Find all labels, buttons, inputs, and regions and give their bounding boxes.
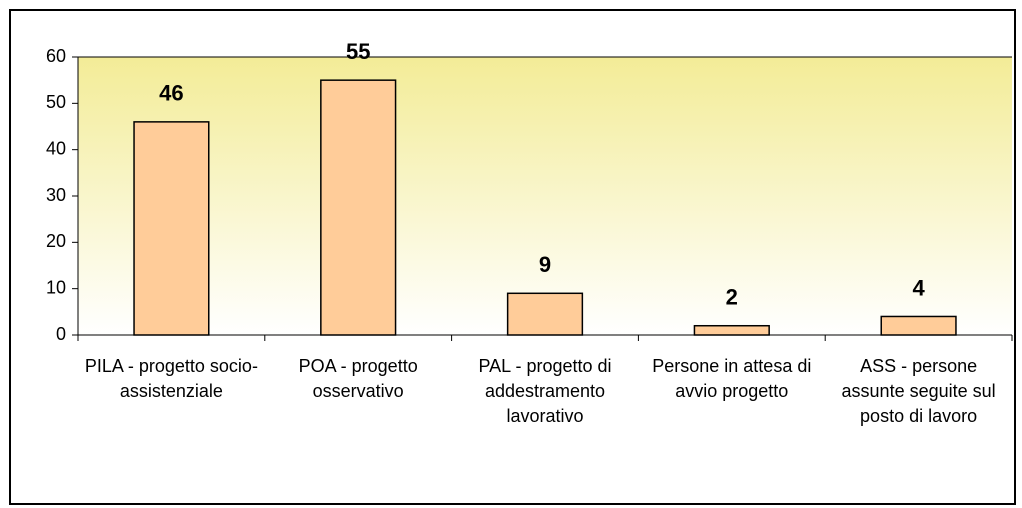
y-tick-label: 30 bbox=[46, 185, 66, 205]
y-tick-label: 60 bbox=[46, 46, 66, 66]
x-tick-label: POA - progetto osservativo bbox=[298, 356, 418, 401]
x-tick-label: PILA - progetto socio-assistenziale bbox=[84, 356, 258, 401]
value-label: 55 bbox=[346, 39, 370, 64]
bar bbox=[133, 121, 210, 336]
x-tick-label: Persone in attesa di avvio progetto bbox=[652, 356, 812, 401]
x-tick-label: ASS - persone assunte seguite sul posto … bbox=[841, 356, 996, 426]
y-tick-label: 10 bbox=[46, 277, 66, 297]
bar bbox=[320, 79, 397, 336]
bar bbox=[506, 292, 584, 336]
y-tick-label: 20 bbox=[46, 231, 66, 251]
value-label: 46 bbox=[159, 81, 183, 106]
value-label: 2 bbox=[726, 285, 738, 310]
plot-area bbox=[78, 57, 1012, 335]
bar bbox=[880, 315, 957, 336]
value-label: 4 bbox=[912, 275, 925, 300]
y-tick-label: 0 bbox=[56, 324, 66, 344]
y-tick-label: 40 bbox=[46, 138, 66, 158]
bar bbox=[693, 324, 770, 336]
y-tick-label: 50 bbox=[46, 92, 66, 112]
value-label: 9 bbox=[539, 252, 551, 277]
x-tick-label: PAL - progetto di addestramento lavorati… bbox=[478, 356, 612, 426]
